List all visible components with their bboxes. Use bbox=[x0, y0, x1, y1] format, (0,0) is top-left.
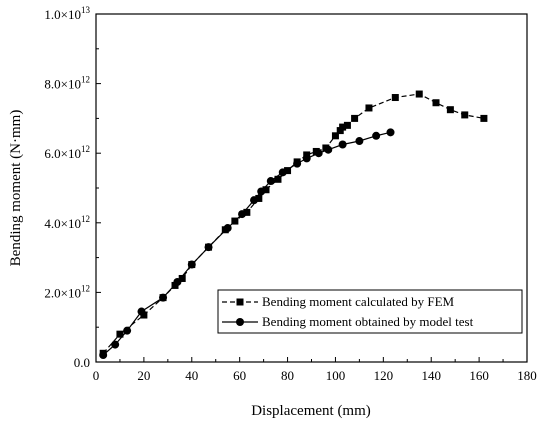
model-test-data-point bbox=[278, 168, 287, 177]
fem-data-point bbox=[284, 167, 292, 175]
x-tick-label: 180 bbox=[517, 368, 537, 383]
fem-data-point bbox=[255, 194, 263, 202]
model-test-data-point bbox=[204, 243, 213, 252]
series-line-model-test bbox=[102, 131, 391, 356]
model-test-data-point bbox=[355, 137, 364, 146]
fem-data-point bbox=[331, 132, 339, 140]
x-tick-label: 40 bbox=[185, 368, 198, 383]
x-tick-label: 160 bbox=[469, 368, 489, 383]
model-test-data-point bbox=[223, 224, 232, 233]
y-axis: 0.02.0×10124.0×10126.0×10128.0×10121.0×1… bbox=[44, 5, 101, 370]
model-test-data-point bbox=[386, 128, 395, 137]
x-axis: 0 20 40 60 80 100 120 140 160 180 bbox=[93, 357, 537, 383]
x-axis-title: Displacement (mm) bbox=[251, 403, 371, 419]
fem-data-point bbox=[274, 175, 282, 183]
x-tick-label: 80 bbox=[281, 368, 294, 383]
model-test-data-point bbox=[257, 187, 266, 196]
y-axis-title: Bending moment (N·mm) bbox=[8, 110, 24, 267]
fem-data-point bbox=[432, 99, 440, 107]
x-tick-label: 20 bbox=[137, 368, 150, 383]
y-tick-exponent: 13 bbox=[81, 5, 91, 15]
y-tick-mantissa: 6.0×10 bbox=[44, 146, 81, 161]
y-tick-label: 2.0×1012 bbox=[44, 283, 90, 300]
y-tick-label: 0.0 bbox=[74, 355, 90, 370]
fem-data-point bbox=[262, 186, 270, 194]
x-tick-label: 120 bbox=[374, 368, 394, 383]
y-tick-exponent: 12 bbox=[81, 283, 90, 293]
y-tick-exponent: 12 bbox=[81, 144, 90, 154]
legend-test-marker bbox=[236, 318, 244, 326]
model-test-data-point bbox=[159, 293, 168, 302]
model-test-data-point bbox=[137, 307, 146, 316]
legend-fem-label: Bending moment calculated by FEM bbox=[262, 294, 455, 309]
series-layer bbox=[99, 90, 488, 360]
x-tick-label: 100 bbox=[326, 368, 346, 383]
fem-data-point bbox=[480, 114, 488, 122]
model-test-data-point bbox=[324, 145, 333, 154]
model-test-data-point bbox=[372, 131, 381, 140]
legend-test-label: Bending moment obtained by model test bbox=[262, 314, 474, 329]
model-test-data-point bbox=[250, 196, 259, 205]
y-tick-mantissa: 0.0 bbox=[74, 355, 90, 370]
y-tick-label: 4.0×1012 bbox=[44, 214, 90, 231]
fem-data-point bbox=[365, 104, 373, 112]
y-tick-label: 6.0×1012 bbox=[44, 144, 90, 161]
y-tick-mantissa: 1.0×10 bbox=[44, 7, 81, 22]
y-tick-mantissa: 4.0×10 bbox=[44, 216, 81, 231]
model-test-data-point bbox=[338, 140, 347, 149]
fem-data-point bbox=[391, 94, 399, 102]
x-tick-label: 60 bbox=[233, 368, 246, 383]
y-tick-mantissa: 8.0×10 bbox=[44, 77, 81, 92]
model-test-data-point bbox=[173, 277, 182, 286]
y-tick-exponent: 12 bbox=[81, 214, 90, 224]
fem-data-point bbox=[446, 106, 454, 114]
fem-data-point bbox=[243, 208, 251, 216]
model-test-data-point bbox=[293, 159, 302, 168]
y-tick-mantissa: 2.0×10 bbox=[44, 285, 81, 300]
x-tick-label: 0 bbox=[93, 368, 100, 383]
y-tick-label: 8.0×1012 bbox=[44, 75, 90, 92]
x-tick-label: 140 bbox=[421, 368, 441, 383]
legend-box bbox=[217, 289, 523, 334]
y-tick-exponent: 12 bbox=[81, 75, 90, 85]
model-test-data-point bbox=[238, 210, 247, 219]
fem-data-point bbox=[140, 311, 148, 319]
model-test-data-point bbox=[302, 154, 311, 163]
fem-data-point bbox=[415, 90, 423, 98]
y-tick-label: 1.0×1013 bbox=[44, 5, 90, 22]
model-test-data-point bbox=[99, 351, 108, 360]
model-test-data-point bbox=[187, 260, 196, 269]
fem-data-point bbox=[351, 114, 359, 122]
model-test-data-point bbox=[266, 177, 275, 186]
model-test-data-point bbox=[111, 340, 120, 349]
fem-data-point bbox=[339, 123, 347, 131]
fem-data-point bbox=[343, 121, 351, 129]
fem-data-point bbox=[461, 111, 469, 119]
legend-fem-marker bbox=[236, 298, 244, 306]
fem-data-point bbox=[116, 330, 124, 338]
model-test-data-point bbox=[314, 149, 323, 158]
fem-data-point bbox=[178, 274, 186, 282]
model-test-data-point bbox=[123, 326, 132, 335]
legend: Bending moment calculated by FEM Bending… bbox=[217, 289, 523, 334]
